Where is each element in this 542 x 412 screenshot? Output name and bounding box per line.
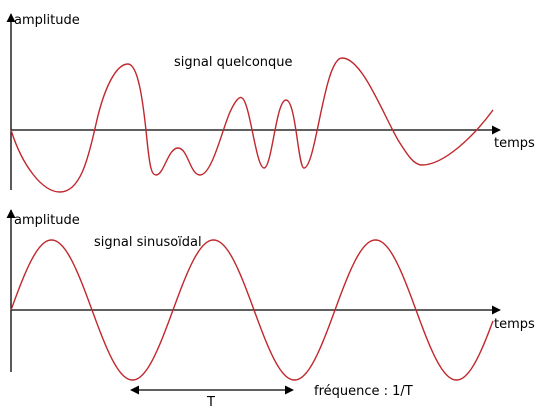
arbitrary-signal-curve bbox=[10, 57, 494, 193]
top-signal-label: signal quelconque bbox=[174, 55, 293, 70]
sinusoidal-signal-curve bbox=[10, 239, 494, 381]
top-y-axis-label: amplitude bbox=[14, 13, 80, 28]
period-label: T bbox=[206, 395, 215, 410]
frequency-label: fréquence : 1/T bbox=[314, 384, 413, 399]
bottom-signal-label: signal sinusoïdal bbox=[94, 235, 202, 250]
bottom-y-axis-label: amplitude bbox=[14, 213, 80, 228]
bottom-x-axis-label: temps bbox=[494, 317, 535, 332]
bottom-panel: amplitude temps signal sinusoïdal T fréq… bbox=[6, 209, 535, 410]
top-x-axis-label: temps bbox=[494, 136, 535, 151]
top-panel: amplitude temps signal quelconque bbox=[6, 13, 535, 193]
